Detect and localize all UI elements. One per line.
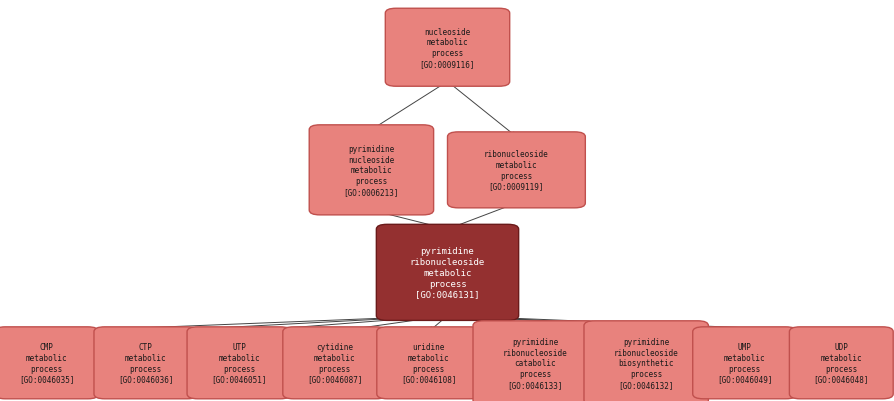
FancyBboxPatch shape bbox=[384, 9, 510, 87]
Text: pyrimidine
ribonucleoside
catabolic
process
[GO:0046133]: pyrimidine ribonucleoside catabolic proc… bbox=[502, 337, 567, 389]
FancyBboxPatch shape bbox=[94, 327, 198, 399]
FancyBboxPatch shape bbox=[447, 132, 585, 209]
Text: nucleoside
metabolic
process
[GO:0009116]: nucleoside metabolic process [GO:0009116… bbox=[419, 28, 475, 69]
FancyBboxPatch shape bbox=[187, 327, 291, 399]
FancyBboxPatch shape bbox=[472, 321, 597, 401]
FancyBboxPatch shape bbox=[692, 327, 796, 399]
Text: CMP
metabolic
process
[GO:0046035]: CMP metabolic process [GO:0046035] bbox=[19, 342, 74, 383]
Text: pyrimidine
nucleoside
metabolic
process
[GO:0006213]: pyrimidine nucleoside metabolic process … bbox=[343, 144, 399, 196]
FancyBboxPatch shape bbox=[0, 327, 98, 399]
FancyBboxPatch shape bbox=[375, 225, 519, 321]
Text: uridine
metabolic
process
[GO:0046108]: uridine metabolic process [GO:0046108] bbox=[401, 342, 456, 383]
Text: pyrimidine
ribonucleoside
biosynthetic
process
[GO:0046132]: pyrimidine ribonucleoside biosynthetic p… bbox=[613, 337, 678, 389]
Text: ribonucleoside
metabolic
process
[GO:0009119]: ribonucleoside metabolic process [GO:000… bbox=[484, 150, 548, 191]
FancyBboxPatch shape bbox=[583, 321, 708, 401]
FancyBboxPatch shape bbox=[789, 327, 892, 399]
Text: CTP
metabolic
process
[GO:0046036]: CTP metabolic process [GO:0046036] bbox=[118, 342, 173, 383]
FancyBboxPatch shape bbox=[376, 327, 480, 399]
Text: UTP
metabolic
process
[GO:0046051]: UTP metabolic process [GO:0046051] bbox=[211, 342, 266, 383]
Text: pyrimidine
ribonucleoside
metabolic
process
[GO:0046131]: pyrimidine ribonucleoside metabolic proc… bbox=[409, 247, 485, 299]
FancyBboxPatch shape bbox=[283, 327, 386, 399]
Text: UMP
metabolic
process
[GO:0046049]: UMP metabolic process [GO:0046049] bbox=[716, 342, 772, 383]
Text: cytidine
metabolic
process
[GO:0046087]: cytidine metabolic process [GO:0046087] bbox=[307, 342, 362, 383]
FancyBboxPatch shape bbox=[308, 126, 433, 215]
Text: UDP
metabolic
process
[GO:0046048]: UDP metabolic process [GO:0046048] bbox=[813, 342, 868, 383]
